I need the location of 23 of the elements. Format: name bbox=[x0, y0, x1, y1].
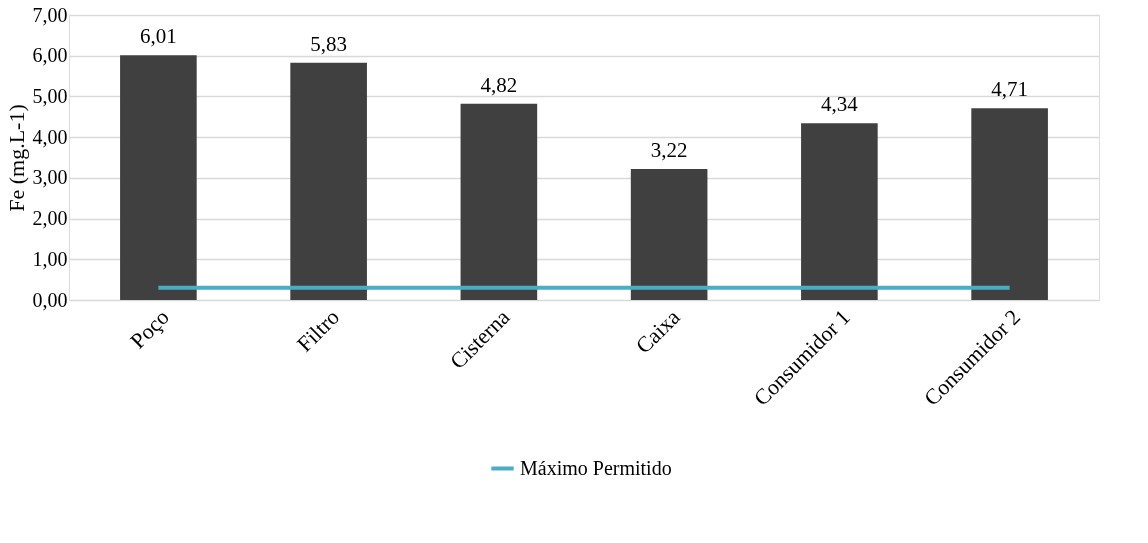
bar bbox=[460, 103, 538, 300]
x-tick-label: Poço bbox=[125, 304, 174, 354]
data-label: 4,34 bbox=[821, 92, 859, 117]
y-axis-title: Fe (mg.L-1) bbox=[3, 104, 29, 212]
bar bbox=[120, 55, 197, 300]
data-label: 4,82 bbox=[480, 72, 518, 97]
data-label: 4,71 bbox=[991, 77, 1028, 102]
y-tick-label: 0,00 bbox=[32, 288, 68, 311]
bar bbox=[801, 123, 878, 300]
y-tick-label: 3,00 bbox=[32, 166, 68, 189]
data-label: 5,83 bbox=[310, 31, 347, 56]
data-label: 6,01 bbox=[140, 24, 177, 49]
y-tick-label: 6,00 bbox=[32, 44, 68, 67]
bar bbox=[290, 62, 367, 300]
y-tick-label: 5,00 bbox=[32, 84, 68, 107]
data-label: 3,22 bbox=[650, 137, 688, 162]
y-tick-label: 1,00 bbox=[32, 247, 68, 270]
y-tick-label: 2,00 bbox=[32, 207, 68, 230]
legend-label: Máximo Permitido bbox=[520, 456, 672, 479]
y-tick-label: 4,00 bbox=[32, 125, 68, 148]
bar bbox=[630, 168, 708, 300]
bar bbox=[971, 108, 1048, 300]
y-tick-label: 7,00 bbox=[32, 3, 68, 26]
